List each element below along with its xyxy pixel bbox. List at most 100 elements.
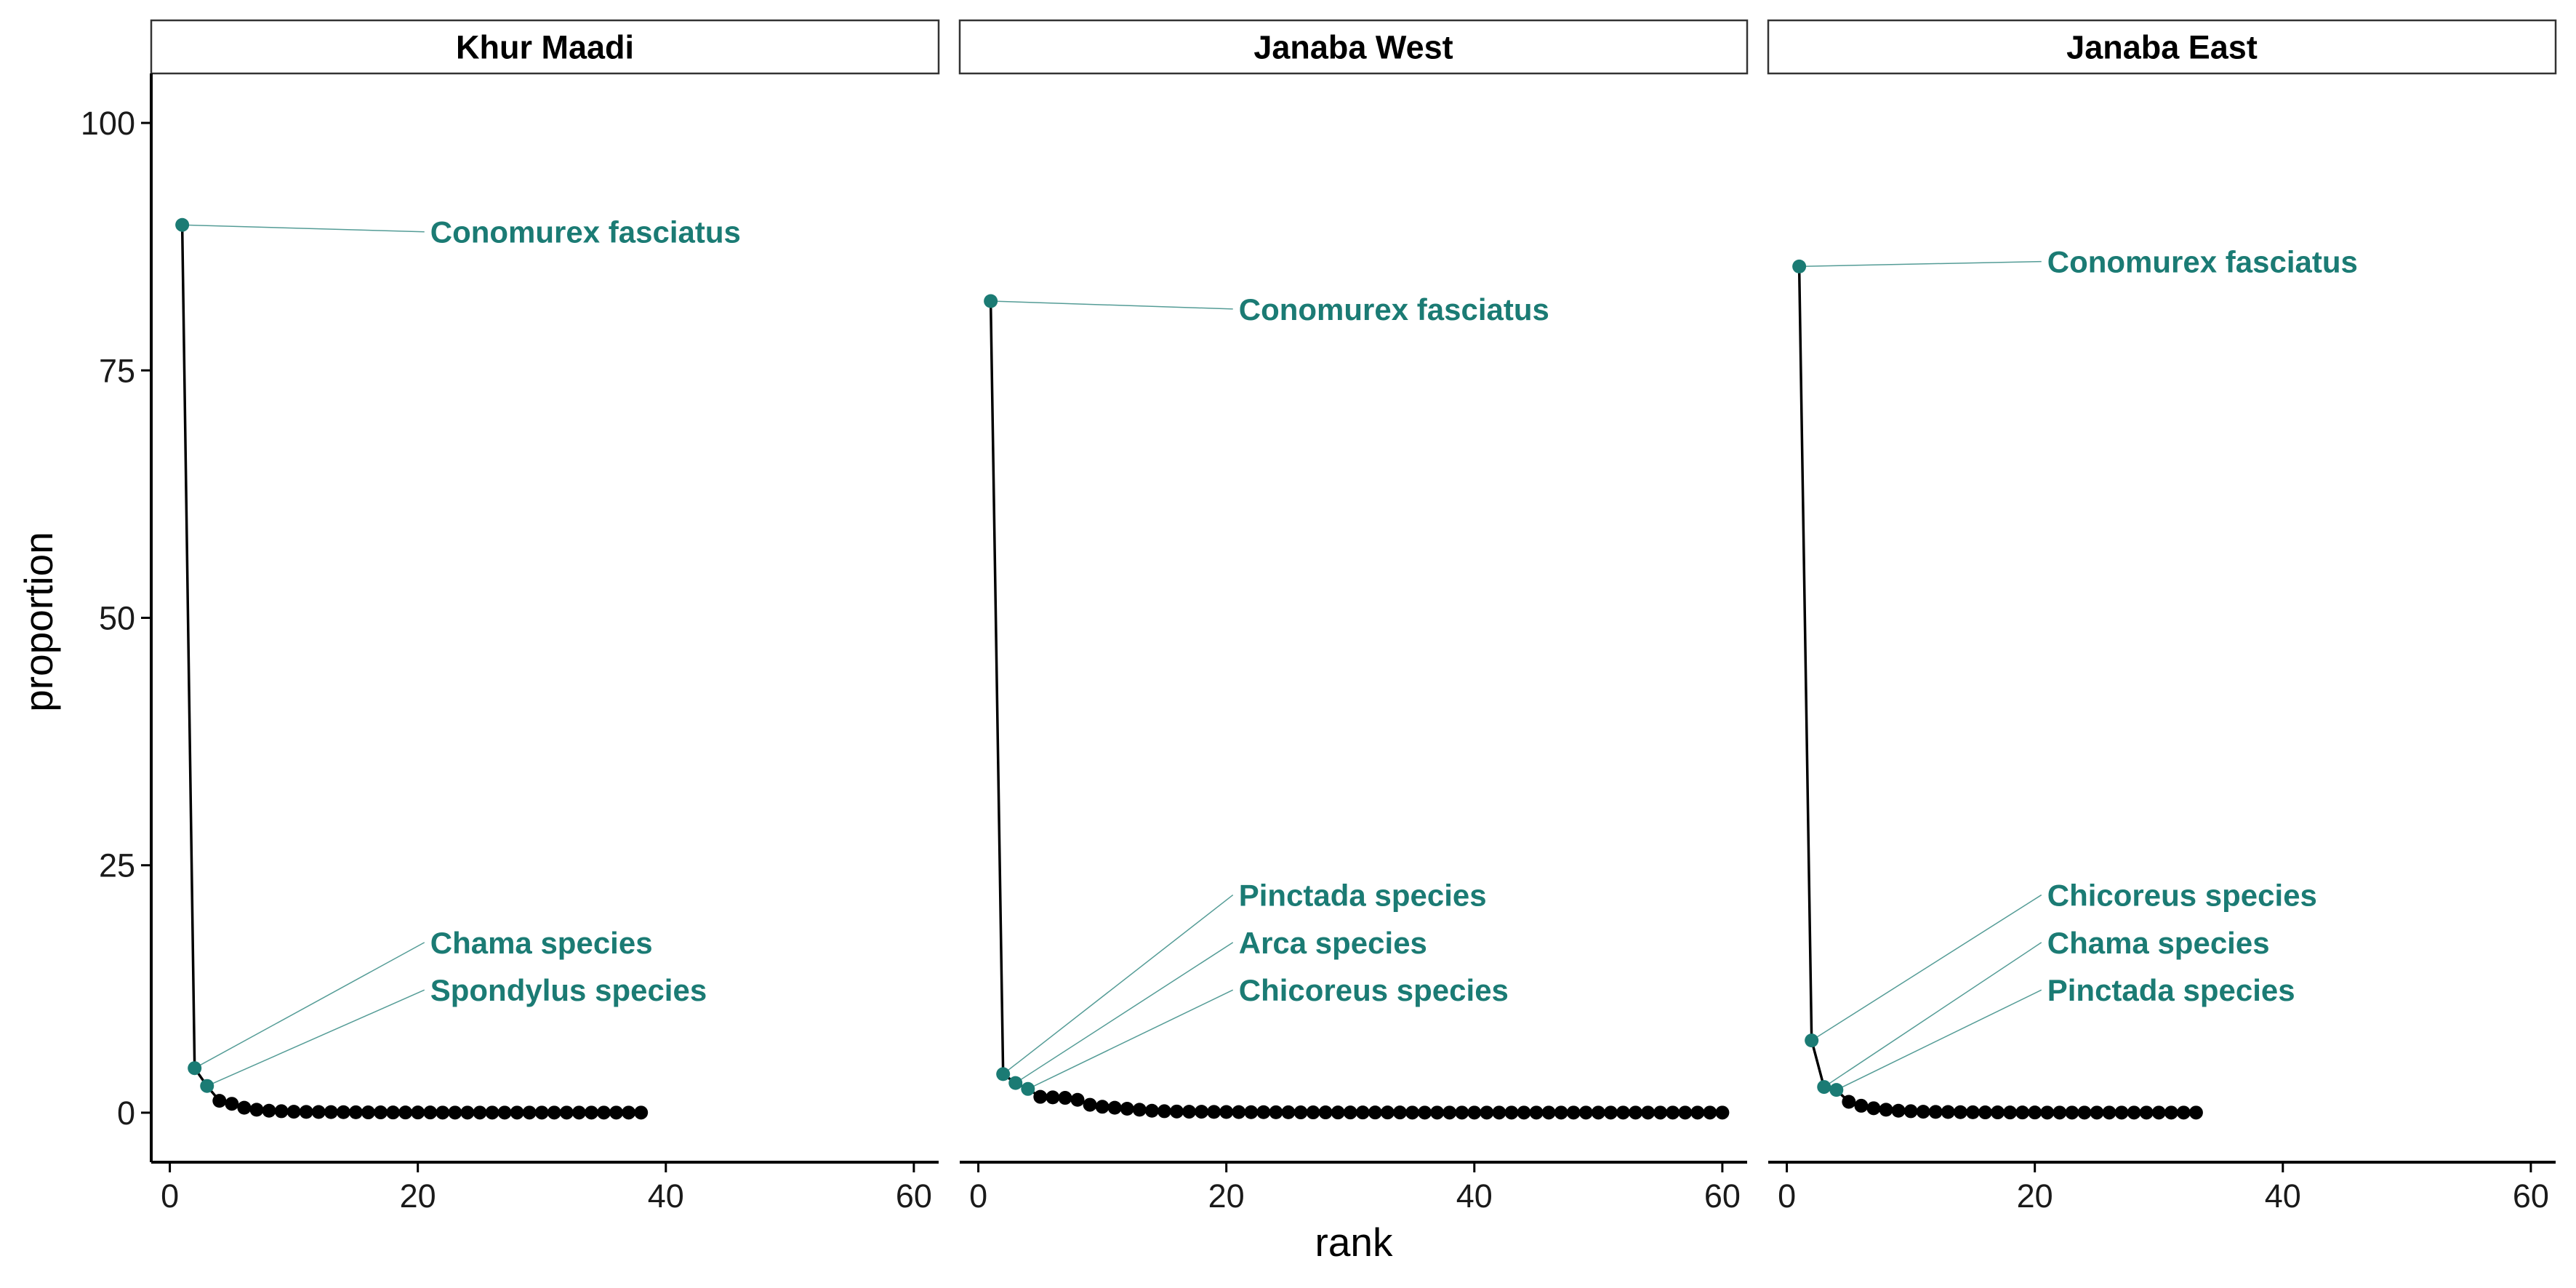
data-point: [1207, 1105, 1221, 1119]
data-point: [1591, 1105, 1605, 1120]
data-point: [448, 1105, 462, 1120]
data-point: [324, 1105, 338, 1119]
data-point: [1554, 1105, 1568, 1120]
y-axis-title: proportion: [16, 532, 61, 712]
highlight-point: [1008, 1076, 1023, 1090]
highlight-point: [1021, 1081, 1035, 1096]
data-point: [1306, 1105, 1320, 1120]
label-leader-line: [206, 989, 425, 1087]
data-point: [534, 1105, 549, 1120]
data-point: [1392, 1105, 1407, 1120]
label-leader-line: [990, 300, 1233, 310]
highlight-point: [1817, 1080, 1831, 1095]
species-label: Chama species: [2047, 926, 2270, 960]
data-point: [1854, 1098, 1869, 1113]
data-point: [249, 1103, 264, 1117]
data-point: [1578, 1105, 1593, 1120]
highlight-point: [200, 1079, 214, 1093]
data-point: [597, 1105, 611, 1120]
data-point: [510, 1105, 524, 1120]
data-point: [1916, 1105, 1930, 1119]
label-leader-line: [1811, 894, 2042, 1041]
data-point: [1095, 1100, 1110, 1114]
data-point: [1182, 1105, 1197, 1119]
data-point: [2127, 1105, 2141, 1120]
panel-title: Khur Maadi: [456, 29, 634, 66]
data-point: [1991, 1105, 2005, 1120]
data-point: [1120, 1102, 1134, 1116]
data-point: [1480, 1105, 1494, 1120]
data-point: [336, 1105, 350, 1119]
data-point: [225, 1097, 239, 1111]
x-tick-label: 0: [969, 1177, 987, 1215]
data-point: [299, 1105, 313, 1119]
data-point: [1195, 1105, 1209, 1119]
species-label: Chicoreus species: [1239, 973, 1509, 1007]
data-point: [1107, 1100, 1122, 1115]
species-label: Conomurex fasciatus: [2047, 245, 2358, 279]
data-point: [1046, 1090, 1060, 1105]
data-point: [274, 1104, 289, 1119]
panel-1: Khur Maadi 0 25 50 75 100 0 20 40 60 Conomurex fas…: [81, 19, 940, 1215]
species-label: Conomurex fasciatus: [430, 215, 741, 249]
data-point: [1978, 1105, 1992, 1120]
y-tick-label: 50: [99, 600, 135, 637]
data-point: [286, 1105, 301, 1119]
data-point: [1653, 1105, 1668, 1120]
label-leader-line: [1799, 260, 2042, 268]
data-point: [2065, 1105, 2079, 1120]
panel-3: Janaba East 0 20 40 60 Conomurex fasciatus Chi…: [1767, 19, 2557, 1215]
data-point: [1355, 1105, 1370, 1120]
data-point: [262, 1103, 276, 1118]
data-point: [1953, 1105, 1967, 1119]
data-point: [1616, 1105, 1630, 1120]
data-point: [212, 1094, 227, 1108]
label-leader-line: [194, 942, 425, 1069]
data-point: [1368, 1105, 1382, 1120]
data-point: [386, 1105, 401, 1120]
y-tick-label: 75: [99, 352, 135, 389]
x-tick-label: 0: [161, 1177, 179, 1215]
data-point: [2188, 1105, 2203, 1120]
data-point: [1504, 1105, 1519, 1120]
data-point: [547, 1105, 561, 1120]
data-point: [497, 1105, 512, 1120]
data-point: [1866, 1101, 1881, 1116]
panel-2: Janaba West 0 20 40 60 Conomurex fasciatus Pin…: [958, 19, 1749, 1215]
data-point: [559, 1105, 574, 1120]
highlight-point: [188, 1061, 202, 1076]
x-tick-label: 20: [1208, 1177, 1245, 1215]
data-point: [1331, 1105, 1345, 1120]
data-point: [622, 1105, 636, 1120]
species-label: Pinctada species: [2047, 973, 2295, 1007]
data-point: [1070, 1092, 1085, 1107]
data-point: [1467, 1105, 1482, 1120]
data-point: [1690, 1105, 1705, 1120]
data-point: [2151, 1105, 2166, 1120]
data-point: [2164, 1105, 2178, 1120]
data-point: [1380, 1105, 1395, 1120]
x-axis-title: rank: [1315, 1220, 1393, 1265]
data-point: [2176, 1105, 2191, 1120]
data-point: [374, 1105, 388, 1120]
data-point: [2102, 1105, 2116, 1120]
data-point: [311, 1105, 326, 1119]
data-point: [1033, 1089, 1048, 1104]
data-point: [1418, 1105, 1432, 1120]
data-point: [1157, 1104, 1171, 1119]
data-point: [460, 1105, 475, 1120]
highlight-point: [1829, 1083, 1844, 1097]
data-point: [1405, 1105, 1420, 1120]
species-label: Pinctada species: [1239, 879, 1487, 913]
data-point: [2040, 1105, 2055, 1120]
data-point: [1132, 1103, 1147, 1117]
species-label: Arca species: [1239, 926, 1427, 960]
data-point: [609, 1105, 624, 1120]
data-point: [1443, 1105, 1457, 1120]
data-point: [1879, 1103, 1893, 1117]
highlight-point: [996, 1067, 1011, 1081]
highlight-point: [175, 217, 190, 232]
y-tick-label: 0: [117, 1095, 135, 1132]
data-point: [1703, 1105, 1717, 1120]
